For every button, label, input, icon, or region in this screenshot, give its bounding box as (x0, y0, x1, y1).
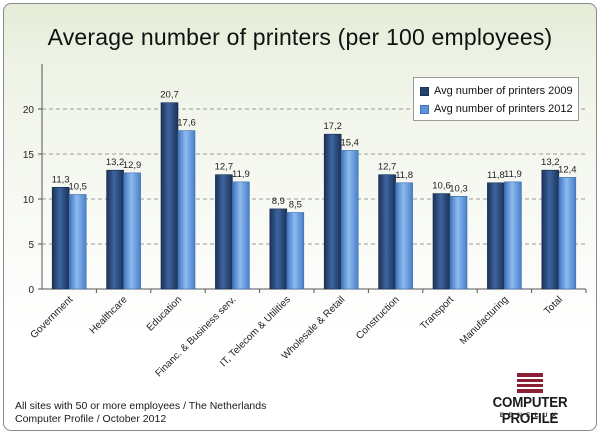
bar-2009 (51, 187, 70, 290)
value-label: 13,2 (541, 157, 560, 168)
value-label: 20,7 (160, 90, 179, 101)
footer-note: All sites with 50 or more employees / Th… (15, 400, 266, 426)
x-category-label: Education (145, 294, 184, 333)
footer-line-2: Computer Profile / October 2012 (15, 413, 167, 425)
bar-2012 (123, 172, 141, 290)
y-tick-label: 0 (28, 285, 34, 296)
company-logo: COMPUTER PROFILE BENELUX (470, 372, 590, 427)
y-tick-label: 10 (23, 195, 35, 206)
legend-label-2012: Avg number of printers 2012 (434, 103, 573, 115)
value-label: 12,7 (215, 162, 234, 173)
value-label: 11,8 (395, 170, 413, 181)
value-labels: 11,310,513,212,920,717,612,711,98,9 8,517… (52, 90, 577, 211)
bar-2012 (449, 196, 468, 290)
y-tick-label: 20 (23, 105, 35, 116)
logo-mark-icon (517, 373, 543, 393)
value-label: 10,5 (68, 182, 87, 193)
bar-2009 (160, 102, 179, 290)
x-category-label: Manufacturing (458, 294, 511, 347)
x-category-label: Construction (354, 294, 401, 341)
x-category-label: Total (542, 294, 565, 317)
bar-2012 (340, 150, 359, 290)
bar-2009 (432, 193, 451, 290)
value-label: 15,4 (340, 137, 359, 148)
bar-2012 (395, 182, 413, 290)
bar-2009 (269, 208, 288, 290)
bar-2012 (286, 212, 305, 290)
y-tick-label: 5 (28, 240, 34, 251)
legend: Avg number of printers 2009 Avg number o… (413, 77, 579, 121)
bar-2009 (106, 169, 124, 290)
x-category-label: Transport (418, 294, 456, 332)
bar-2012 (504, 181, 522, 290)
legend-item-2012: Avg number of printers 2012 (420, 103, 573, 115)
x-category-label: Government (29, 294, 76, 341)
value-label: 11,3 (52, 174, 70, 185)
legend-label-2009: Avg number of printers 2009 (434, 85, 573, 97)
logo-name: COMPUTER PROFILE (492, 395, 568, 427)
value-label: 13,2 (106, 157, 125, 168)
bar-2009 (487, 182, 505, 290)
bar-2009 (378, 174, 396, 290)
legend-swatch-2009 (420, 86, 429, 96)
value-label: 8,5 (289, 200, 302, 211)
value-label: 11,9 (504, 169, 522, 180)
x-category-label: Healthcare (88, 294, 130, 336)
value-label: 17,6 (177, 118, 196, 129)
bar-2012 (232, 181, 250, 290)
bars (51, 102, 577, 290)
value-label: 12,4 (558, 164, 577, 175)
footer-line-1: All sites with 50 or more employees / Th… (15, 400, 267, 412)
logo-subtitle: BENELUX (499, 412, 561, 419)
legend-item-2009: Avg number of printers 2009 (420, 85, 573, 97)
chart-title: Average number of printers (per 100 empl… (47, 24, 553, 50)
value-label: 17,2 (323, 121, 342, 132)
bar-2012 (558, 177, 577, 290)
value-label: 11,9 (232, 169, 250, 180)
bar-2012 (68, 194, 87, 290)
legend-swatch-2012 (420, 104, 429, 114)
value-label: 12,9 (123, 160, 142, 171)
value-label: 11,8 (487, 170, 505, 181)
bar-2009 (215, 174, 233, 290)
value-label: 10,3 (449, 183, 468, 194)
bar-2009 (541, 169, 560, 290)
y-tick-label: 15 (23, 150, 35, 161)
bar-2009 (323, 133, 342, 290)
value-label: 12,7 (378, 162, 397, 173)
value-label: 8,9 (272, 196, 285, 207)
chart-frame: Average number of printers (per 100 empl… (3, 3, 597, 431)
bar-2012 (177, 130, 196, 290)
value-label: 10,6 (432, 181, 451, 192)
